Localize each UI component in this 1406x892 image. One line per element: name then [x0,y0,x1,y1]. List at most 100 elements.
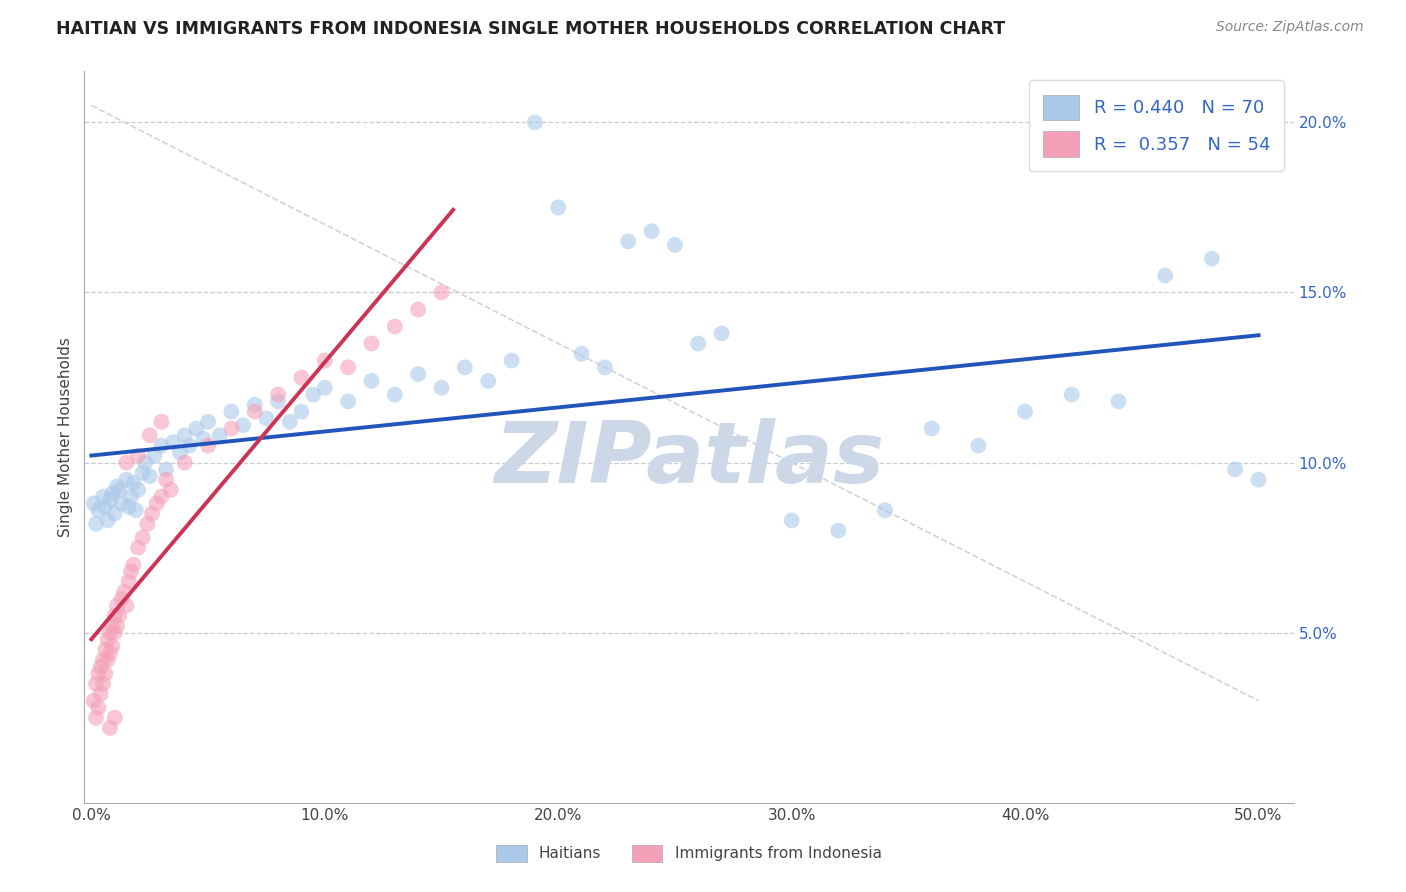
Point [193,432,215,446]
Legend: Haitians, Immigrants from Indonesia: Haitians, Immigrants from Indonesia [491,838,887,868]
Point [314,353,336,368]
Point [254,411,277,425]
Point [267,394,290,409]
Point [430,285,453,300]
Point [186,421,208,435]
Point [664,238,686,252]
Point [134,456,156,470]
Point [688,336,710,351]
Point [104,608,127,623]
Point [150,415,173,429]
Point [169,445,191,459]
Point [98,721,121,735]
Point [94,666,117,681]
Point [477,374,499,388]
Point [243,398,266,412]
Point [384,319,406,334]
Point [105,599,128,613]
Point [406,367,429,381]
Point [780,513,803,527]
Point [101,640,124,654]
Point [98,625,121,640]
Point [406,302,429,317]
Point [159,483,181,497]
Point [360,374,382,388]
Point [162,435,184,450]
Point [101,619,124,633]
Point [290,370,312,384]
Point [91,490,114,504]
Point [593,360,616,375]
Point [90,687,112,701]
Point [94,642,117,657]
Point [84,516,107,531]
Point [197,415,219,429]
Point [87,666,110,681]
Point [243,404,266,418]
Point [221,404,243,418]
Point [132,466,155,480]
Point [98,493,121,508]
Point [132,531,155,545]
Point [120,565,142,579]
Point [94,500,117,514]
Point [91,653,114,667]
Point [221,421,243,435]
Text: ZIPatlas: ZIPatlas [494,417,884,500]
Point [112,585,135,599]
Point [501,353,523,368]
Point [430,381,453,395]
Point [1060,387,1083,401]
Point [143,449,166,463]
Point [87,503,110,517]
Point [197,439,219,453]
Point [967,439,990,453]
Point [122,558,145,572]
Point [290,404,312,418]
Point [267,387,290,401]
Point [571,347,593,361]
Point [138,469,160,483]
Point [91,677,114,691]
Point [1223,462,1246,476]
Point [155,473,177,487]
Point [118,500,141,514]
Point [547,201,569,215]
Point [105,619,128,633]
Point [173,456,195,470]
Point [232,418,254,433]
Point [122,475,145,490]
Point [118,574,141,589]
Text: Source: ZipAtlas.com: Source: ZipAtlas.com [1216,20,1364,34]
Point [141,507,163,521]
Point [1014,404,1036,418]
Point [125,503,148,517]
Point [90,659,112,673]
Point [278,415,301,429]
Point [97,632,120,647]
Point [173,428,195,442]
Point [97,513,120,527]
Point [337,394,360,409]
Point [127,449,149,463]
Point [454,360,477,375]
Point [1107,394,1129,409]
Point [104,507,127,521]
Point [921,421,943,435]
Point [1247,473,1270,487]
Point [84,711,107,725]
Point [136,516,159,531]
Point [108,608,131,623]
Point [105,479,128,493]
Point [83,694,105,708]
Point [360,336,382,351]
Point [87,700,110,714]
Point [302,387,325,401]
Point [115,456,138,470]
Point [208,428,231,442]
Point [115,473,138,487]
Point [111,496,134,510]
Point [1154,268,1177,283]
Point [873,503,896,517]
Point [104,625,127,640]
